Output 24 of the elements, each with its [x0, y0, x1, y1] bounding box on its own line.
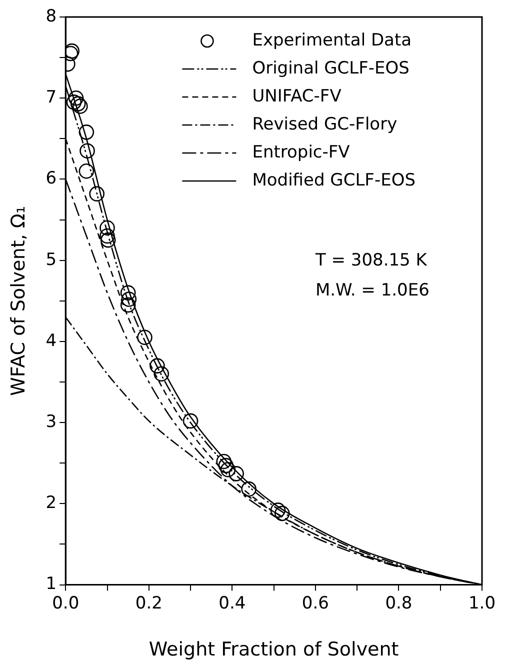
y-tick-label: 3: [46, 412, 57, 432]
annotation: T = 308.15 K: [314, 250, 428, 271]
x-tick-label: 1.0: [468, 593, 496, 614]
legend-label: Modified GCLF-EOS: [252, 170, 416, 190]
annotation: M.W. = 1.0E6: [315, 280, 430, 301]
y-axis-title: WFAC of Solvent, Ω₁: [7, 206, 30, 396]
x-tick-label: 0.0: [52, 593, 80, 614]
x-tick-label: 0.2: [135, 593, 162, 614]
legend-label: Revised GC-Flory: [252, 114, 398, 134]
legend-label: Experimental Data: [252, 30, 412, 50]
legend-label: Entropic-FV: [252, 142, 350, 162]
x-tick-label: 0.6: [302, 593, 329, 614]
x-tick-label: 0.8: [385, 593, 412, 614]
x-axis-title: Weight Fraction of Solvent: [148, 638, 399, 661]
y-tick-label: 2: [46, 493, 57, 514]
y-tick-label: 8: [46, 6, 57, 26]
y-tick-label: 4: [46, 330, 57, 351]
y-tick-label: 1: [46, 574, 57, 594]
x-tick-label: 0.4: [218, 593, 246, 614]
y-tick-label: 6: [46, 168, 57, 189]
legend-label: UNIFAC-FV: [252, 86, 342, 106]
y-tick-label: 7: [46, 88, 57, 108]
y-tick-label: 5: [46, 250, 57, 270]
legend-label: Original GCLF-EOS: [252, 58, 410, 78]
